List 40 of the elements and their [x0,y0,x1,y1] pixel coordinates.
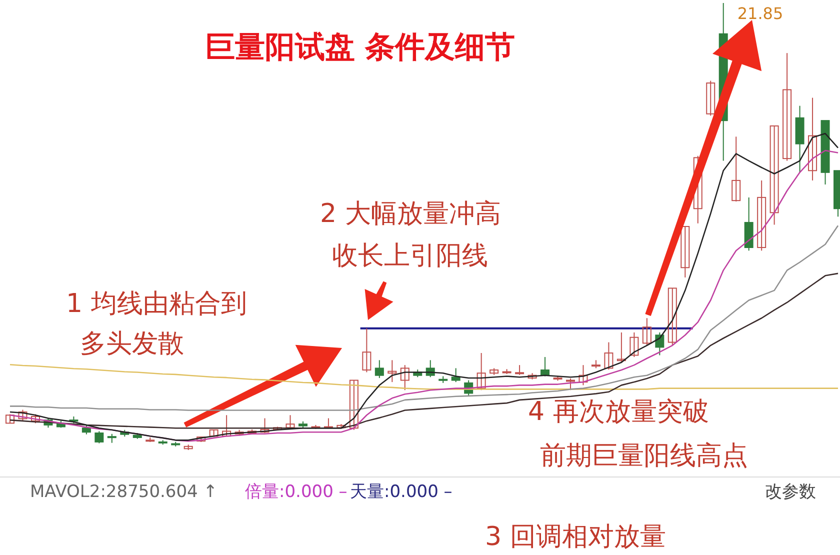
annotation: 前期巨量阳线高点 [540,441,748,471]
candlestick [349,380,358,430]
candlestick [578,364,588,386]
annotation: 2 大幅放量冲高 [320,199,501,229]
text: 改参数 [765,482,816,502]
annotation: 4 再次放量突破 [528,397,709,427]
text: 3 回调相对放量 [485,522,666,552]
candlestick [18,409,28,422]
candlestick [770,125,779,226]
annotation: 1 均线由粘合到 [66,289,247,319]
annotation: 收长上引阳线 [332,241,488,271]
candlestick [616,332,626,363]
candlestick [668,288,677,346]
candlestick [757,180,766,252]
candlestick [476,352,486,391]
candlestick [362,328,372,373]
annotation: 21.85 [737,4,784,23]
candlestick [388,360,397,383]
candlestick [732,136,741,202]
candlestick [222,414,232,438]
candlestick [680,226,690,278]
text: 倍量:0.000 – [245,482,348,502]
candlestick [451,368,460,383]
text: 巨量阳试盘 条件及细节 [204,30,516,65]
candlestick [604,342,614,370]
text: MAVOL2:28750.604 ↑ [30,482,218,502]
candlestick [374,360,384,379]
annotation: 多头发散 [80,329,184,359]
candlestick [808,97,818,181]
candlestick [706,80,716,116]
text: 天量:0.000 – [350,482,452,502]
candlestick [782,52,792,162]
candlestick [286,414,295,430]
candlestick [260,418,270,434]
candlestick [94,430,104,444]
candlestick [515,364,524,376]
candlestick [324,418,333,429]
candlestick [642,318,652,346]
candlestick [400,364,410,391]
candlestick [630,332,639,358]
